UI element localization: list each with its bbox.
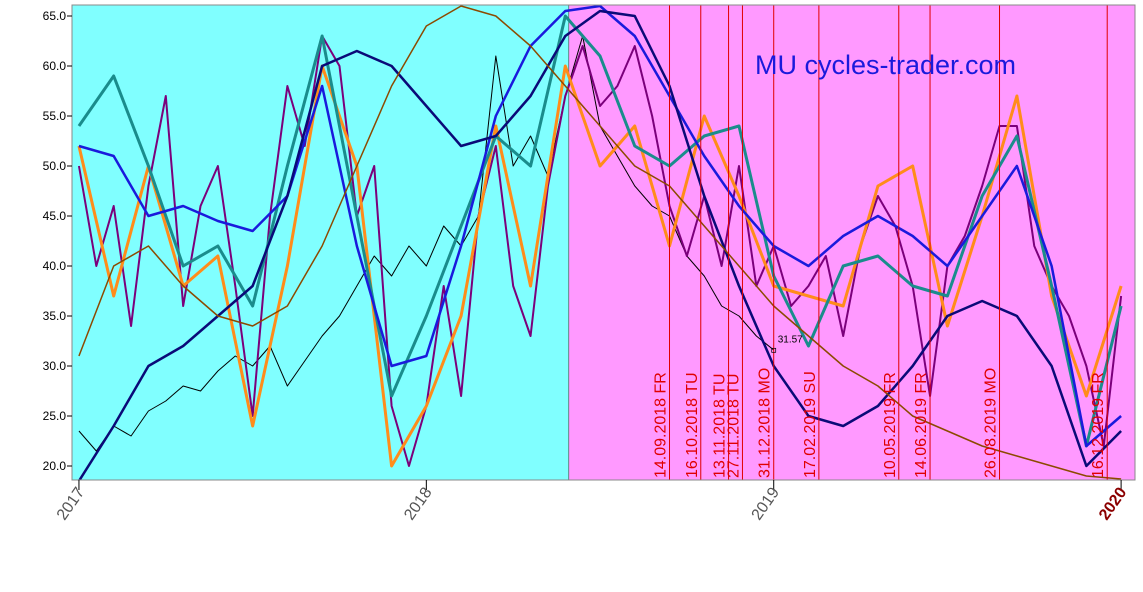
date-marker-label: 17.02.2019 SU [802, 371, 819, 478]
series-line [78, 5, 1122, 480]
series-line [78, 9, 1122, 480]
y-tick-label: 20.0 [43, 459, 67, 473]
plot-frame [71, 4, 1136, 481]
x-tick-label: 2017 [54, 484, 88, 523]
date-marker-label: 14.09.2018 FR [653, 372, 670, 478]
y-tick-label: 35.0 [43, 309, 67, 323]
y-tick-label: 60.0 [43, 59, 67, 73]
x-tick-label: 2019 [749, 484, 783, 523]
y-tick-label: 50.0 [43, 159, 67, 173]
series-line [77, 64, 1123, 468]
date-marker-label: 10.05.2019 FR [882, 372, 899, 478]
watermark-title: MU cycles-trader.com [755, 50, 1016, 80]
date-marker-label: 14.06.2019 FR [913, 372, 930, 478]
y-tick-label: 25.0 [43, 409, 67, 423]
point-marker [771, 347, 777, 353]
date-marker-label: 16.10.2018 TU [684, 372, 701, 478]
y-tick-label: 65.0 [43, 9, 67, 23]
plot-area [77, 5, 1123, 480]
date-marker-label: 27.11.2018 TU [725, 374, 742, 478]
date-marker-label: 13.11.2018 TU [712, 374, 729, 478]
y-tick-label: 45.0 [43, 209, 67, 223]
series-line [78, 5, 1122, 448]
x-tick-label: 2018 [401, 484, 435, 523]
point-label: 31.57 [778, 334, 803, 345]
series-line [77, 14, 1123, 448]
y-tick-label: 55.0 [43, 109, 67, 123]
date-marker-label: 31.12.2018 MO [757, 368, 774, 478]
y-tick-label: 40.0 [43, 259, 67, 273]
y-tick-label: 30.0 [43, 359, 67, 373]
date-marker-label: 26.08.2019 MO [983, 368, 1000, 478]
x-tick-label: 2020 [1096, 484, 1130, 523]
date-marker-label: 16.12.2019 FR [1090, 372, 1107, 478]
